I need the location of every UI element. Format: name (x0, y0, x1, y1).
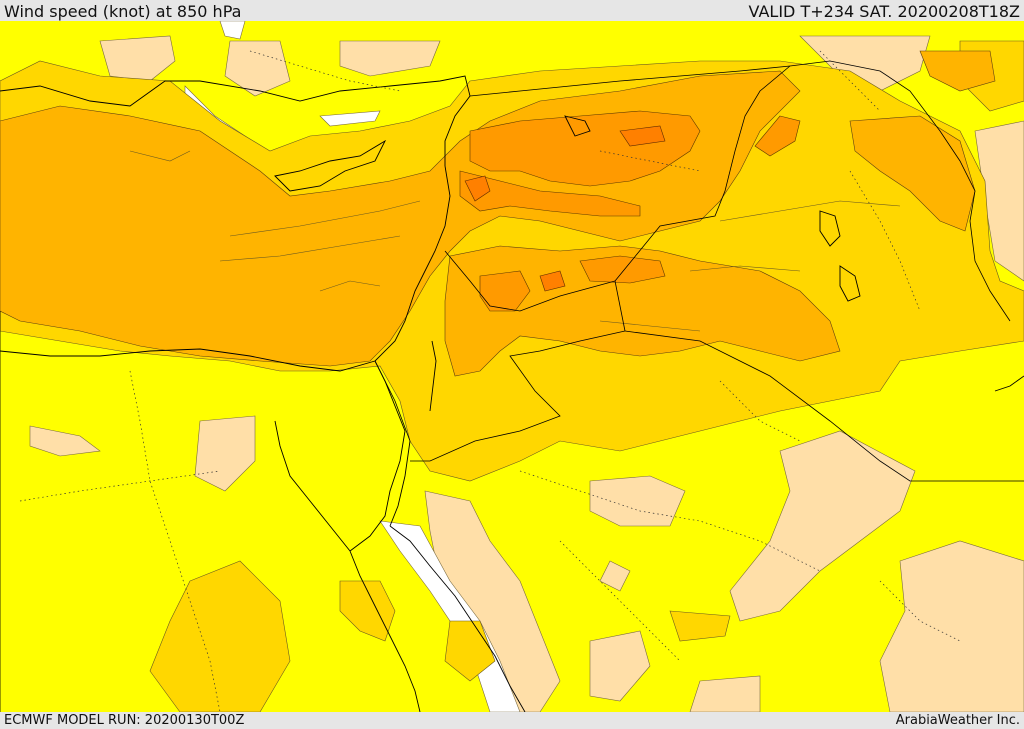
valid-time: VALID T+234 SAT. 20200208T18Z (748, 2, 1020, 21)
province-boundaries (19, 50, 961, 712)
model-run: ECMWF MODEL RUN: 20200130T00Z (4, 713, 245, 728)
map-header: Wind speed (knot) at 850 hPa VALID T+234… (0, 0, 1024, 21)
contour-lines (129, 150, 901, 332)
low-wind-areas (29, 35, 1024, 712)
peak-wind-cores (464, 125, 666, 292)
country-borders (0, 60, 1024, 712)
coastlines (0, 75, 1024, 712)
map-title: Wind speed (knot) at 850 hPa (4, 2, 242, 21)
wind-speed-map (0, 21, 1024, 712)
credit: ArabiaWeather Inc. (895, 713, 1020, 728)
map-footer: ECMWF MODEL RUN: 20200130T00Z ArabiaWeat… (0, 712, 1024, 729)
